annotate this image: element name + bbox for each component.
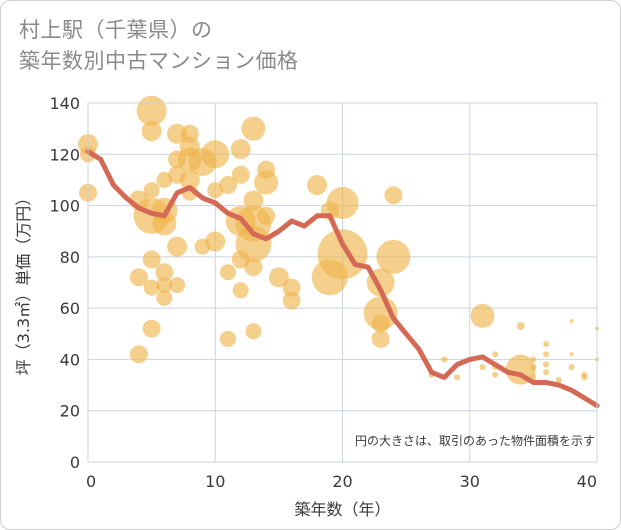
x-axis-label: 築年数（年） [294,500,390,519]
data-bubble [152,211,177,236]
data-bubble [244,258,263,277]
x-tick-label: 0 [86,472,96,491]
data-bubble [254,170,279,195]
data-bubble [156,277,173,294]
data-bubble [167,123,188,144]
data-bubble [167,236,188,257]
data-bubble [384,186,403,205]
data-bubble [155,263,174,282]
data-bubble [530,364,537,371]
data-bubble [169,277,186,294]
average-price-line [85,149,600,409]
bubble-size-note: 円の大きさは、取引のあった物件面積を示す [355,433,595,448]
x-tick-label: 40 [577,472,597,491]
data-bubble [543,369,550,376]
bubble-layer [78,95,599,385]
data-bubble [241,116,266,141]
data-bubble [479,364,486,371]
data-bubble [268,267,289,288]
data-bubble [371,329,390,348]
data-bubble [232,282,249,299]
data-bubble [245,323,262,340]
data-bubble [231,165,250,184]
data-bubble [243,190,264,211]
data-bubble [530,356,537,363]
x-tick-label: 20 [332,472,352,491]
y-tick-label: 140 [49,94,80,113]
plot-border [87,102,598,463]
data-bubble [129,345,148,364]
data-bubble [218,176,237,195]
data-bubble [307,175,328,196]
y-tick-label: 120 [49,145,80,164]
y-tick-label: 20 [60,402,80,421]
x-tick-label: 10 [205,472,225,491]
data-bubble [136,95,167,126]
data-bubble [516,322,525,331]
data-bubble [470,303,495,328]
data-bubble [142,319,161,338]
y-tick-label: 100 [49,197,80,216]
data-bubble [143,182,160,199]
data-bubble [143,279,160,296]
y-tick-label: 0 [70,453,80,472]
axis-ticks: 0 20 40 60 80 100 120 140 0 10 20 30 40 [49,94,597,491]
data-bubble [282,278,301,297]
data-bubble [568,364,575,371]
data-bubble [492,371,499,378]
data-bubble [569,318,574,323]
data-bubble [156,289,173,306]
data-bubble [581,374,588,381]
data-bubble [569,352,574,357]
data-bubble [219,330,236,347]
data-bubble [257,206,276,225]
y-tick-label: 40 [60,350,80,369]
y-axis-label: 坪（3.3㎡）単価（万円） [14,190,33,375]
data-bubble [555,376,562,383]
x-tick-label: 30 [460,472,480,491]
data-bubble [543,351,550,358]
data-bubble [454,374,461,381]
data-bubble [219,264,236,281]
data-bubble [205,231,226,252]
y-tick-label: 60 [60,299,80,318]
data-bubble [142,250,161,269]
data-bubble [371,314,390,333]
data-bubble [543,361,550,368]
data-bubble [230,139,251,160]
data-bubble [179,169,200,190]
data-bubble [201,140,230,169]
data-bubble [317,229,368,280]
data-bubble [282,291,301,310]
data-bubble [492,351,499,358]
data-bubble [376,239,411,274]
data-bubble [129,268,148,287]
data-bubble [326,187,359,220]
chart-title: 村上駅（千葉県）の 築年数別中古マンション価格 [19,18,299,73]
data-bubble [543,341,550,348]
data-bubble [141,121,162,142]
data-bubble [441,356,448,363]
y-tick-label: 80 [60,248,80,267]
